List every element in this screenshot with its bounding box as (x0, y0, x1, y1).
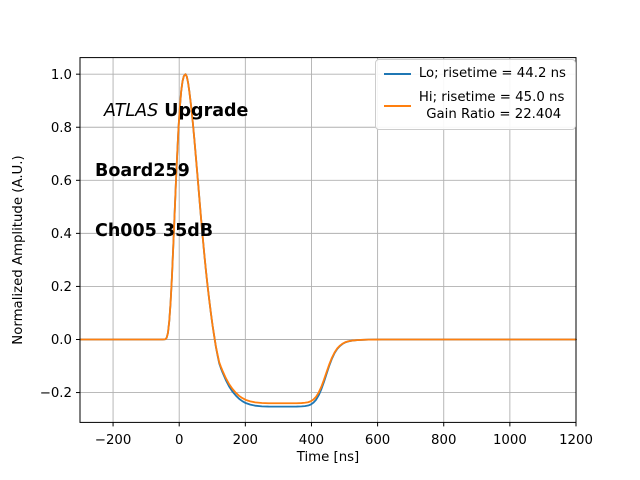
annotation-atlas: ATLAS (104, 101, 159, 121)
x-tick-label: 200 (233, 433, 258, 448)
x-tick-label: 400 (299, 433, 324, 448)
legend-line-sample-hi (383, 105, 411, 107)
legend-label-lo: Lo; risetime = 44.2 ns (419, 65, 566, 82)
y-tick-label: 1.0 (51, 68, 72, 83)
series-line-hi (79, 73, 577, 405)
x-tick-label: 800 (431, 433, 456, 448)
annotation-upgrade: Upgrade (158, 101, 249, 121)
axes-frame (79, 57, 577, 423)
x-tick-label: −200 (95, 433, 132, 448)
legend-line-sample-lo (383, 72, 411, 75)
y-tick-label: 0.4 (51, 227, 72, 242)
x-axis-label: Time [ns] (296, 450, 360, 465)
tick-labels: −200 0 200 400 600 800 1000 1200 −0.2 0.0 0.2 0.4 0.… (40, 68, 593, 448)
y-tick-label: 0.2 (51, 280, 72, 295)
x-tick-label: 600 (365, 433, 390, 448)
y-tick-label: 0.6 (51, 174, 72, 189)
y-tick-label: 0.8 (51, 121, 72, 136)
y-tick-label: −0.2 (40, 386, 72, 401)
y-axis-label: Normalized Amplitude (A.U.) (11, 155, 26, 344)
legend-entry-hi: Hi; risetime = 45.0 ns Gain Ratio = 22.4… (383, 89, 566, 123)
y-tick-label: 0.0 (51, 333, 72, 348)
x-tick-label: 0 (175, 433, 183, 448)
legend: Lo; risetime = 44.2 ns Hi; risetime = 45.… (374, 59, 576, 130)
x-tick-label: 1000 (493, 433, 527, 448)
annotation-line-1: ATLAS Upgrade (104, 101, 248, 121)
annotation-line-2: Board259 (95, 161, 190, 181)
annotation-line-3: Ch005 35dB (95, 221, 214, 241)
tick-marks (76, 73, 577, 427)
annotation: ATLAS Upgrade Board259 Ch005 35dB (95, 61, 248, 281)
legend-label-line: Hi; risetime = 45.0 ns (418, 90, 565, 105)
legend-label-hi: Hi; risetime = 45.0 ns Gain Ratio = 22.4… (419, 89, 565, 123)
legend-label-line: Gain Ratio = 22.404 (421, 107, 562, 122)
legend-entry-lo: Lo; risetime = 44.2 ns (383, 65, 566, 82)
x-tick-label: 1200 (559, 433, 593, 448)
legend-label-line: Lo; risetime = 44.2 ns (418, 66, 566, 81)
